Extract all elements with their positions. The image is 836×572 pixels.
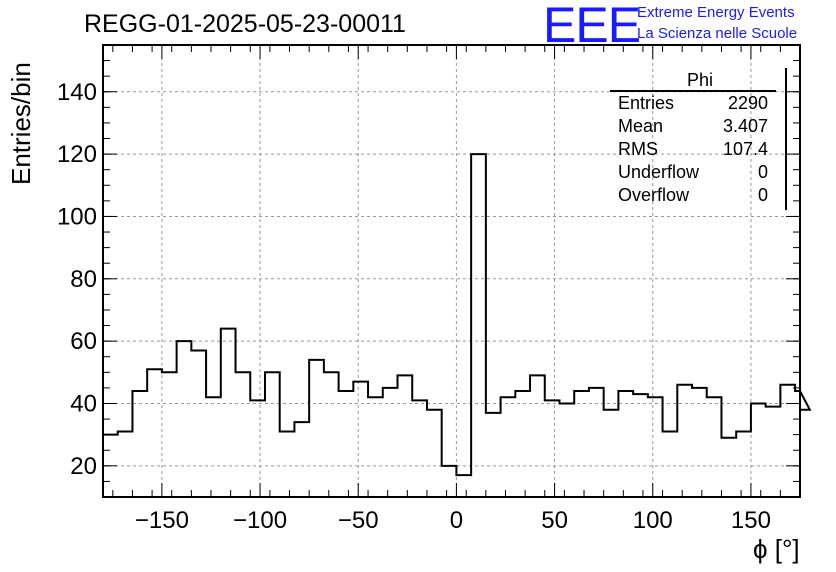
histogram-bin bbox=[751, 403, 766, 497]
x-tick-label: −150 bbox=[135, 507, 189, 534]
x-tick-label: 50 bbox=[541, 507, 568, 534]
histogram-bin bbox=[663, 432, 678, 497]
histogram-bin bbox=[721, 438, 736, 497]
histogram-bin bbox=[412, 400, 427, 497]
stats-value: 0 bbox=[757, 185, 768, 205]
histogram-bin bbox=[324, 372, 339, 497]
histogram-bin bbox=[618, 391, 633, 497]
histogram-bin bbox=[368, 397, 383, 497]
histogram-bin bbox=[515, 391, 530, 497]
logo-line-2: La Scienza nelle Scuole bbox=[637, 25, 798, 42]
histogram-bin bbox=[132, 391, 147, 497]
histogram-bin bbox=[118, 432, 133, 497]
x-tick-label: −50 bbox=[338, 507, 379, 534]
stats-row-underflow: Underflow 0 bbox=[610, 161, 776, 184]
stats-value: 107.4 bbox=[722, 139, 768, 159]
histogram-bin bbox=[456, 475, 471, 497]
histogram-bin bbox=[442, 466, 457, 497]
histogram-bin bbox=[147, 369, 162, 497]
histogram-bin bbox=[221, 329, 236, 497]
x-axis-label: ϕ [°] bbox=[753, 534, 800, 564]
histogram-bin bbox=[530, 375, 545, 497]
histogram-line bbox=[103, 153, 812, 477]
y-tick-label: 120 bbox=[57, 141, 97, 168]
histogram-bin bbox=[471, 154, 486, 497]
histogram-bin bbox=[707, 397, 722, 497]
stats-label: RMS bbox=[618, 139, 658, 159]
stats-box: Phi Entries 2290 Mean 3.407 RMS 107.4 Un… bbox=[610, 70, 776, 207]
chart-title: REGG-01-2025-05-23-00011 bbox=[84, 10, 406, 38]
histogram-bin bbox=[736, 432, 751, 497]
histogram-bin bbox=[766, 407, 781, 497]
stats-row-overflow: Overflow 0 bbox=[610, 184, 776, 207]
logo-line-1: Extreme Energy Events bbox=[637, 4, 795, 21]
y-tick-label: 40 bbox=[70, 390, 97, 417]
y-tick-label: 60 bbox=[70, 328, 97, 355]
stats-title: Phi bbox=[610, 70, 776, 92]
histogram-bin bbox=[427, 410, 442, 497]
histogram-bin bbox=[545, 400, 560, 497]
stats-label: Mean bbox=[618, 116, 664, 136]
histogram-bin bbox=[574, 391, 589, 497]
histogram-bin bbox=[604, 410, 619, 497]
histogram-bin bbox=[633, 394, 648, 497]
histogram-bin bbox=[191, 350, 206, 497]
histogram-bin bbox=[383, 388, 398, 497]
histogram-bin bbox=[265, 372, 280, 497]
x-tick-label: 150 bbox=[731, 507, 771, 534]
stats-value: 2290 bbox=[727, 93, 768, 113]
histogram-bin bbox=[589, 388, 604, 497]
stats-row-entries: Entries 2290 bbox=[610, 92, 776, 115]
y-tick-label: 80 bbox=[70, 266, 97, 293]
x-tick-label: 0 bbox=[450, 507, 463, 534]
histogram-bin bbox=[206, 397, 221, 497]
histogram-bin bbox=[486, 413, 501, 497]
plot-frame bbox=[102, 44, 801, 498]
histogram-bin bbox=[280, 432, 295, 497]
histogram-bin bbox=[339, 391, 354, 497]
stats-label: Entries bbox=[618, 93, 675, 113]
histogram-bin bbox=[501, 397, 516, 497]
y-tick-label: 140 bbox=[57, 79, 97, 106]
x-tick-label: 100 bbox=[633, 507, 673, 534]
histogram-bin bbox=[559, 403, 574, 497]
eee-logo: EEE bbox=[543, 0, 641, 53]
stats-label: Underflow bbox=[618, 162, 700, 182]
histogram-bin bbox=[236, 372, 251, 497]
histogram-bin bbox=[177, 341, 192, 497]
x-tick-label: −100 bbox=[233, 507, 287, 534]
histogram-bin bbox=[677, 385, 692, 497]
stats-label: Overflow bbox=[618, 185, 690, 205]
stats-row-rms: RMS 107.4 bbox=[610, 138, 776, 161]
stats-row-mean: Mean 3.407 bbox=[610, 115, 776, 138]
y-tick-label: 20 bbox=[70, 453, 97, 480]
histogram-bin bbox=[309, 360, 324, 497]
histogram-bin bbox=[398, 375, 413, 497]
histogram-bin bbox=[162, 372, 177, 497]
stats-value: 3.407 bbox=[722, 116, 768, 136]
histogram-bin bbox=[780, 385, 795, 497]
histogram-bin bbox=[103, 435, 118, 497]
histogram-bin bbox=[294, 422, 309, 497]
histogram-bin bbox=[692, 388, 707, 497]
y-tick-label: 100 bbox=[57, 203, 97, 230]
y-axis-label: Entries/bin bbox=[6, 62, 36, 185]
histogram-bin bbox=[648, 397, 663, 497]
stats-value: 0 bbox=[757, 162, 768, 182]
histogram-bin bbox=[353, 382, 368, 497]
histogram-bin bbox=[250, 400, 265, 497]
